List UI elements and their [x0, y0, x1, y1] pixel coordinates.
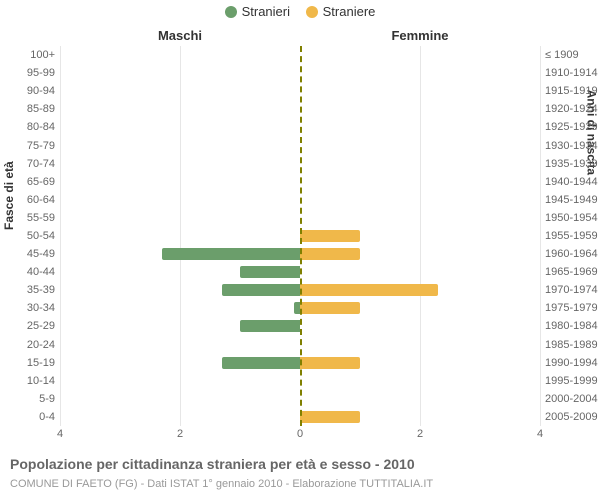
- age-label: 95-99: [15, 67, 55, 79]
- x-tick: 2: [417, 428, 423, 440]
- year-label: 1975-1979: [545, 302, 600, 314]
- legend-item-male: Stranieri: [225, 4, 290, 19]
- age-label: 15-19: [15, 357, 55, 369]
- year-label: 1990-1994: [545, 357, 600, 369]
- age-label: 60-64: [15, 194, 55, 206]
- population-pyramid-chart: Stranieri Straniere Maschi Femmine Fasce…: [0, 0, 600, 500]
- age-label: 80-84: [15, 121, 55, 133]
- bar-male: [222, 357, 300, 369]
- year-label: 1995-1999: [545, 375, 600, 387]
- bar-female: [300, 411, 360, 423]
- bar-female: [300, 230, 360, 242]
- age-label: 30-34: [15, 302, 55, 314]
- age-label: 75-79: [15, 140, 55, 152]
- bar-male: [240, 320, 300, 332]
- gridline: [420, 46, 421, 426]
- chart-title: Popolazione per cittadinanza straniera p…: [10, 456, 415, 472]
- age-label: 40-44: [15, 266, 55, 278]
- x-tick: 4: [57, 428, 63, 440]
- bar-male: [222, 284, 300, 296]
- plot-area: 100+≤ 190995-991910-191490-941915-191985…: [60, 46, 540, 426]
- gridline: [180, 46, 181, 426]
- year-label: 1920-1924: [545, 103, 600, 115]
- bar-female: [300, 284, 438, 296]
- y-axis-title-left: Fasce di età: [2, 161, 16, 230]
- year-label: 2005-2009: [545, 411, 600, 423]
- age-label: 45-49: [15, 248, 55, 260]
- legend-swatch-female: [306, 6, 318, 18]
- gridline: [60, 46, 61, 426]
- year-label: 1945-1949: [545, 194, 600, 206]
- age-label: 90-94: [15, 85, 55, 97]
- gridline: [540, 46, 541, 426]
- age-label: 10-14: [15, 375, 55, 387]
- year-label: 1980-1984: [545, 320, 600, 332]
- year-label: 1960-1964: [545, 248, 600, 260]
- legend-swatch-male: [225, 6, 237, 18]
- year-label: 1970-1974: [545, 284, 600, 296]
- bar-male: [240, 266, 300, 278]
- legend-label-female: Straniere: [323, 4, 376, 19]
- legend-item-female: Straniere: [306, 4, 376, 19]
- age-label: 20-24: [15, 339, 55, 351]
- bar-female: [300, 248, 360, 260]
- bar-female: [300, 357, 360, 369]
- year-label: 1950-1954: [545, 212, 600, 224]
- year-label: 1985-1989: [545, 339, 600, 351]
- panel-title-female: Femmine: [300, 28, 540, 43]
- age-label: 35-39: [15, 284, 55, 296]
- year-label: 1930-1934: [545, 140, 600, 152]
- x-axis: 4 2 0 2 4: [60, 426, 540, 446]
- year-label: 1925-1929: [545, 121, 600, 133]
- age-label: 70-74: [15, 158, 55, 170]
- age-label: 5-9: [15, 393, 55, 405]
- year-label: 2000-2004: [545, 393, 600, 405]
- chart-subtitle: COMUNE DI FAETO (FG) - Dati ISTAT 1° gen…: [10, 478, 433, 490]
- year-label: 1910-1914: [545, 67, 600, 79]
- age-label: 85-89: [15, 103, 55, 115]
- center-axis-line: [300, 46, 302, 426]
- bar-female: [300, 302, 360, 314]
- age-label: 55-59: [15, 212, 55, 224]
- x-tick: 2: [177, 428, 183, 440]
- year-label: 1955-1959: [545, 230, 600, 242]
- age-label: 50-54: [15, 230, 55, 242]
- year-label: 1940-1944: [545, 176, 600, 188]
- year-label: 1935-1939: [545, 158, 600, 170]
- year-label: 1965-1969: [545, 266, 600, 278]
- age-label: 0-4: [15, 411, 55, 423]
- bar-male: [162, 248, 300, 260]
- year-label: ≤ 1909: [545, 49, 600, 61]
- age-label: 65-69: [15, 176, 55, 188]
- year-label: 1915-1919: [545, 85, 600, 97]
- legend-label-male: Stranieri: [242, 4, 290, 19]
- panel-title-male: Maschi: [60, 28, 300, 43]
- x-tick: 4: [537, 428, 543, 440]
- age-label: 100+: [15, 49, 55, 61]
- legend: Stranieri Straniere: [0, 4, 600, 21]
- x-tick: 0: [297, 428, 303, 440]
- age-label: 25-29: [15, 320, 55, 332]
